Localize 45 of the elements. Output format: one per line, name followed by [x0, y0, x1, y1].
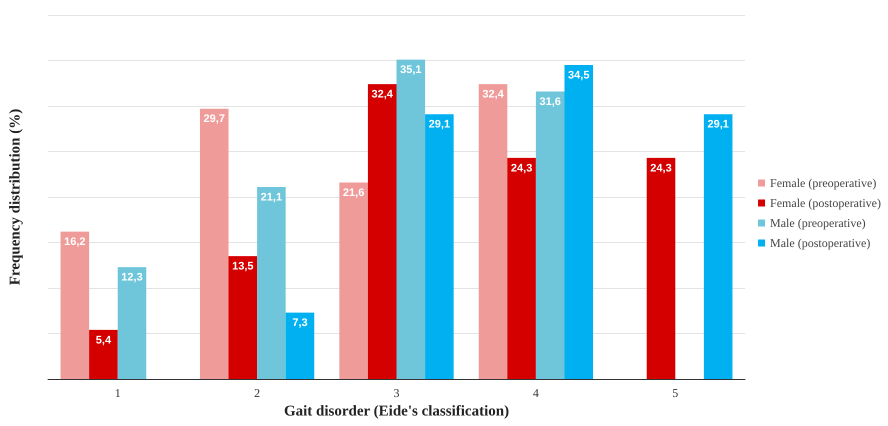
data-label: 24,3	[650, 162, 672, 174]
bar	[118, 267, 146, 379]
bar	[704, 114, 732, 379]
data-label: 29,7	[204, 113, 225, 126]
bar	[339, 182, 368, 379]
bar	[478, 84, 508, 379]
bar	[646, 158, 676, 379]
data-label: 12,3	[121, 272, 143, 284]
bar	[425, 114, 454, 379]
legend-label: Female (preoperative)	[770, 176, 876, 190]
bar	[257, 186, 286, 379]
data-label: 5,4	[96, 334, 112, 346]
data-label: 13,5	[232, 260, 254, 273]
x-tick-label: 5	[672, 386, 678, 400]
x-tick-label: 2	[254, 386, 260, 400]
bar	[396, 60, 426, 379]
data-label: 21,6	[342, 186, 364, 199]
legend-label: Male (postoperative)	[770, 236, 870, 250]
bar	[368, 84, 396, 379]
data-label: 32,4	[372, 88, 394, 101]
bar	[507, 158, 536, 379]
bar	[228, 256, 258, 379]
data-label: 7,3	[292, 317, 308, 330]
data-label: 21,1	[260, 191, 282, 204]
legend-label: Male (preoperative)	[770, 216, 866, 230]
legend-label: Female (postoperative)	[770, 196, 882, 210]
data-label: 35,1	[400, 64, 422, 76]
data-label: 16,2	[64, 236, 86, 248]
data-label: 29,1	[428, 118, 450, 131]
data-label: 31,6	[539, 96, 561, 108]
x-axis-title: Gait disorder (Eide's classification)	[284, 403, 510, 420]
data-label: 24,3	[510, 162, 532, 174]
bar	[536, 91, 564, 379]
x-tick-label: 3	[394, 386, 400, 400]
data-label: 34,5	[568, 70, 590, 82]
bar	[286, 312, 314, 379]
bar	[60, 232, 90, 379]
bar	[200, 108, 229, 379]
bar	[564, 65, 594, 379]
bar	[89, 330, 118, 379]
data-label: 29,1	[707, 118, 729, 131]
x-tick-label: 1	[114, 386, 121, 400]
x-tick-label: 4	[532, 386, 539, 400]
data-label: 32,4	[482, 88, 505, 101]
y-axis-title: Frequency distribution (%)	[8, 108, 24, 286]
